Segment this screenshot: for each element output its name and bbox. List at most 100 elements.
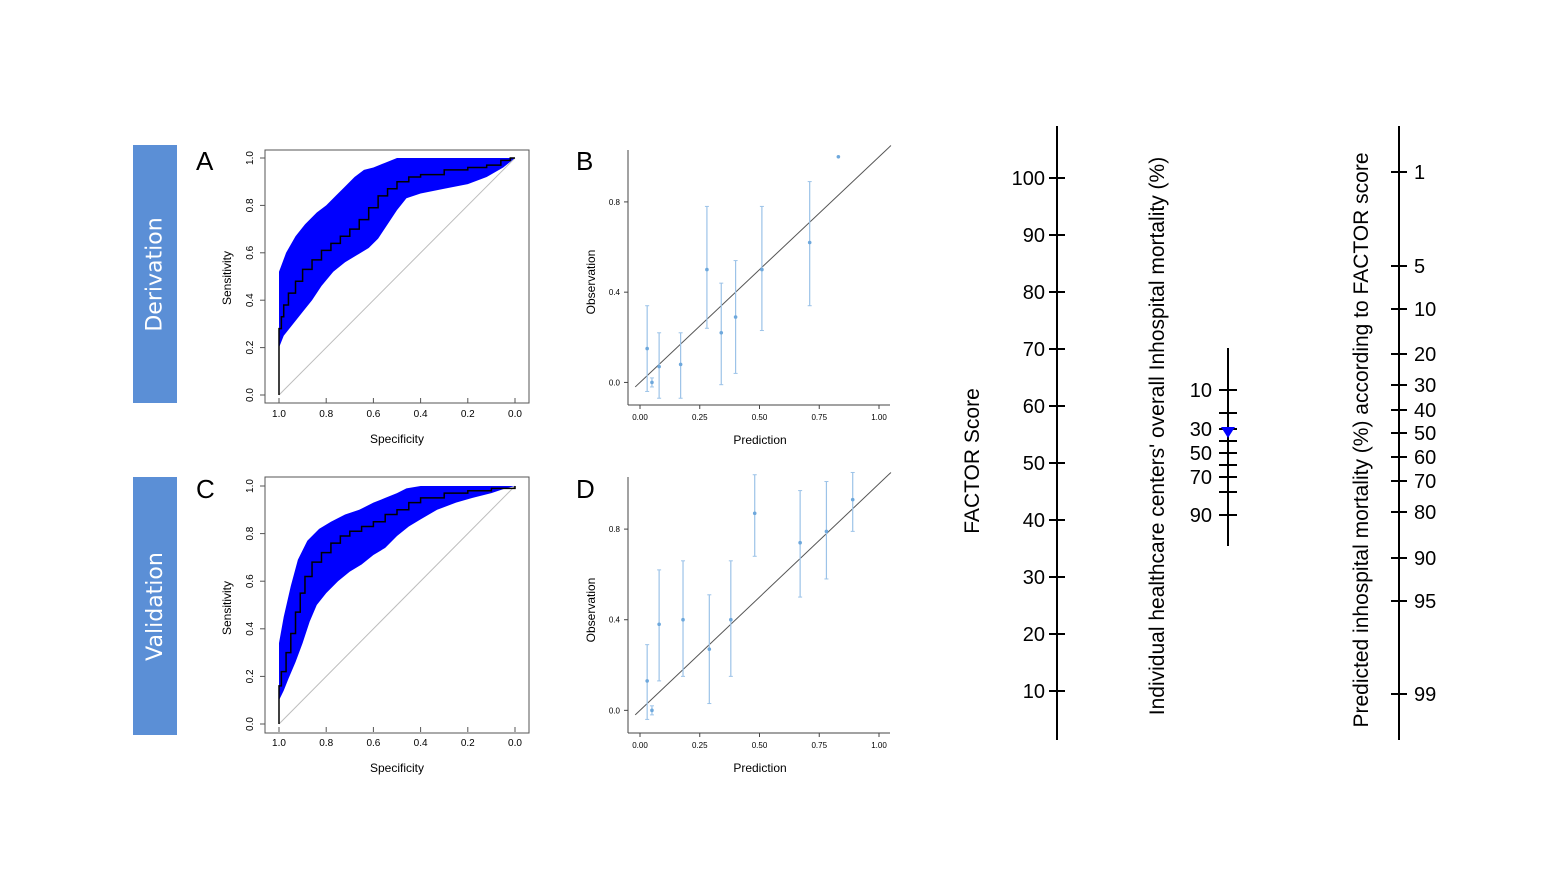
panel-b-point <box>807 240 812 245</box>
panel-b-point <box>678 362 683 367</box>
panel-c-xtick-label: 0.6 <box>366 738 380 749</box>
panel-b-point <box>645 346 649 351</box>
panel-c-xtick-label: 0.4 <box>414 738 428 749</box>
panel-b-ytick-label: 0.4 <box>609 288 621 297</box>
panel-c-ytick-label: 0.4 <box>245 621 256 635</box>
factor-score-tick-label: 70 <box>1023 339 1045 361</box>
factor-score-tick-label: 90 <box>1023 225 1045 247</box>
panel-a-ylabel: Sensitivity <box>220 251 234 305</box>
panel-d-identity-line <box>634 472 892 716</box>
predicted-mortality-tick-label: 70 <box>1414 471 1436 493</box>
panel-a-xtick-label: 0.0 <box>508 409 522 420</box>
panel-c-confidence-band <box>279 486 515 724</box>
panel-d-calibration-validation: D 0.00 0.25 0.50 0.75 1.00 0.0 0.4 0.8 Predicti… <box>576 471 892 775</box>
center-mortality-marker <box>1221 427 1235 438</box>
panel-d-point <box>657 622 661 627</box>
panel-b-label: B <box>576 146 593 176</box>
panel-d-point <box>824 529 829 534</box>
panel-a-ytick-label: 0.0 <box>245 388 256 402</box>
predicted-mortality-tick-label: 99 <box>1414 684 1436 706</box>
center-mortality-title: Individual healthcare centers' overall I… <box>1146 157 1169 715</box>
panel-b-ytick-label: 0.0 <box>609 378 621 387</box>
panel-a-xtick-label: 0.8 <box>319 409 333 420</box>
panel-a-xlabel: Specificity <box>370 432 424 446</box>
center-mortality-tick-label: 90 <box>1190 505 1212 527</box>
panel-a-ytick-label: 0.8 <box>245 198 256 212</box>
panel-a-xtick-label: 0.6 <box>366 409 380 420</box>
panel-b-calibration-derivation: B 0.00 0.25 0.50 0.75 1.00 0.0 0.4 0.8 Predicti… <box>576 145 892 447</box>
panel-c-ytick-label: 0.2 <box>245 669 256 683</box>
predicted-mortality-tick-label: 10 <box>1414 299 1436 321</box>
panel-d-xtick-label: 1.00 <box>871 741 887 750</box>
panel-c-roc-curve <box>278 486 516 724</box>
panel-a-confidence-band <box>279 158 515 395</box>
panel-d-point <box>681 617 685 622</box>
panel-c-xtick-label: 0.8 <box>319 738 333 749</box>
panel-c-ytick-label: 1.0 <box>245 479 256 493</box>
panel-b-xtick-label: 0.25 <box>692 413 708 422</box>
panel-a-reference-diagonal <box>278 157 516 396</box>
predicted-mortality-tick-label: 30 <box>1414 375 1436 397</box>
panel-a-ytick-label: 1.0 <box>245 151 256 165</box>
factor-score-tick-label: 60 <box>1023 396 1045 418</box>
row-label-validation: Validation <box>133 477 177 735</box>
center-mortality-tick-label: 10 <box>1190 380 1212 402</box>
panel-b-xtick-label: 0.00 <box>632 413 648 422</box>
panel-d-point <box>645 679 649 683</box>
panel-b-point <box>719 330 724 335</box>
panel-d-xtick-label: 0.25 <box>692 741 708 750</box>
row-label-derivation: Derivation <box>133 145 177 403</box>
panel-c-ytick-label: 0.0 <box>245 717 256 731</box>
predicted-mortality-title: Predicted inhospital mortality (%) accor… <box>1350 153 1373 728</box>
panel-a-ytick-label: 0.4 <box>245 293 256 307</box>
panel-c-xlabel: Specificity <box>370 761 424 775</box>
panel-d-label: D <box>576 474 595 504</box>
panel-d-point <box>850 497 855 502</box>
predicted-mortality-tick-label: 20 <box>1414 344 1436 366</box>
predicted-mortality-tick-label: 5 <box>1414 256 1425 278</box>
panel-a-xtick-label: 0.4 <box>414 409 428 420</box>
factor-score-tick-label: 10 <box>1023 681 1045 703</box>
predicted-mortality-tick-label: 1 <box>1414 162 1425 184</box>
panel-b-point <box>733 315 738 319</box>
panel-a-ytick-label: 0.6 <box>245 245 256 259</box>
panel-c-frame <box>264 476 530 734</box>
center-mortality-tick-label: 50 <box>1190 443 1212 465</box>
panel-d-point <box>729 617 733 622</box>
panel-d-ytick-label: 0.4 <box>609 616 621 625</box>
panel-a-xtick-label: 0.2 <box>461 409 475 420</box>
panel-c-ytick-label: 0.8 <box>245 526 256 540</box>
panel-d-ylabel: Observation <box>584 578 598 643</box>
predicted-mortality-tick-label: 60 <box>1414 447 1436 469</box>
predicted-mortality-tick-label: 80 <box>1414 502 1436 524</box>
panel-c-ylabel: Sensitivity <box>220 581 234 635</box>
panel-d-xtick-label: 0.50 <box>752 741 768 750</box>
panel-c-xtick-label: 0.2 <box>461 738 475 749</box>
center-mortality-tick-label: 30 <box>1190 419 1212 441</box>
panel-c-ytick-label: 0.6 <box>245 574 256 588</box>
panel-c-xtick-label: 0.0 <box>508 738 522 749</box>
factor-score-tick-label: 100 <box>1012 168 1045 190</box>
panel-b-ylabel: Observation <box>584 250 598 315</box>
panel-d-point <box>650 708 654 713</box>
panel-c-xtick-label: 1.0 <box>272 738 286 749</box>
panel-c-label: C <box>196 474 215 504</box>
factor-score-tick-label: 20 <box>1023 624 1045 646</box>
panel-a-roc-curve <box>278 157 515 395</box>
panel-d-point <box>707 647 712 651</box>
factor-score-tick-label: 50 <box>1023 453 1045 475</box>
panel-d-ytick-label: 0.8 <box>609 525 621 534</box>
panel-a-xtick-label: 1.0 <box>272 409 286 420</box>
panel-c-reference-diagonal <box>278 485 516 725</box>
panel-a-label: A <box>196 146 214 176</box>
factor-score-title: FACTOR Score <box>961 388 984 533</box>
panel-d-point <box>798 540 802 545</box>
predicted-mortality-tick-label: 90 <box>1414 548 1436 570</box>
panel-d-point <box>752 511 757 516</box>
center-mortality-tick-label: 70 <box>1190 467 1212 489</box>
panel-d-xtick-label: 0.75 <box>811 741 827 750</box>
panel-a-roc-derivation: A 1.0 0.8 0.6 0.4 0.2 0.0 0.0 0.2 0.4 0.6 0.8 1.0 S… <box>196 146 530 446</box>
panel-b-point <box>705 267 709 272</box>
